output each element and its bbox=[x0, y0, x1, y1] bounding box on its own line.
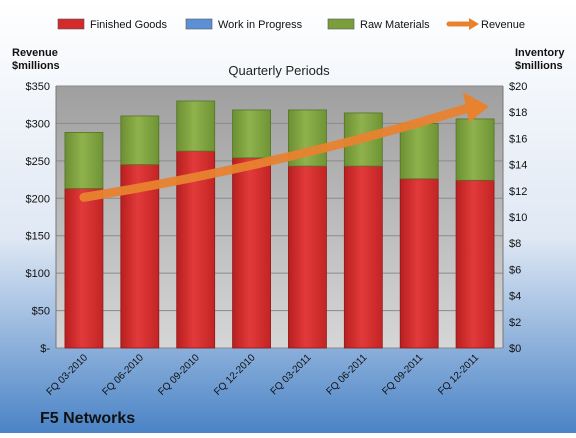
left-axis-title: Revenue $millions bbox=[12, 47, 61, 72]
legend-label: Revenue bbox=[481, 19, 525, 31]
trend-layer bbox=[79, 92, 490, 202]
right-axis-title-line-2: $millions bbox=[515, 60, 563, 72]
right-tick-label: $12 bbox=[509, 186, 527, 198]
left-axis: $- $50 $100 $150 $200 $250 $300 $350 bbox=[26, 81, 57, 355]
left-axis-title-line-1: Revenue bbox=[12, 47, 58, 59]
left-tick-label: $250 bbox=[26, 156, 50, 168]
left-tick-label: $100 bbox=[26, 268, 50, 280]
right-tick-label: $8 bbox=[509, 238, 521, 250]
legend-label: Raw Materials bbox=[360, 19, 430, 31]
right-tick-label: $16 bbox=[509, 133, 527, 145]
legend-swatch-revenue-head bbox=[469, 18, 479, 30]
right-tick-label: $2 bbox=[509, 317, 521, 329]
left-tick-label: $50 bbox=[32, 306, 50, 318]
bar-raw-materials bbox=[399, 123, 439, 180]
right-tick-label: $10 bbox=[509, 212, 527, 224]
left-axis-title-line-2: $millions bbox=[12, 60, 60, 72]
left-tick-label: $300 bbox=[26, 118, 50, 130]
revenue-trend-arrowhead bbox=[463, 92, 490, 123]
legend-swatch bbox=[185, 18, 213, 30]
legend-label: Finished Goods bbox=[90, 19, 168, 31]
right-tick-label: $14 bbox=[509, 160, 527, 172]
right-tick-label: $18 bbox=[509, 107, 527, 119]
bar-raw-materials bbox=[232, 109, 271, 159]
company-name: F5 Networks bbox=[40, 410, 135, 427]
right-tick-label: $20 bbox=[509, 81, 527, 93]
bar-finished-goods bbox=[343, 165, 383, 349]
legend-swatch bbox=[57, 18, 85, 30]
bar-finished-goods bbox=[232, 157, 271, 349]
legend: Finished Goods Work in Progress Raw Materi… bbox=[57, 18, 525, 31]
left-tick-label: $- bbox=[40, 343, 50, 355]
bar-raw-materials bbox=[176, 100, 216, 152]
right-axis-title: Inventory $millions bbox=[515, 47, 568, 72]
legend-label: Work in Progress bbox=[218, 19, 303, 31]
chart-title: Quarterly Periods bbox=[228, 63, 330, 78]
revenue-trend-line bbox=[79, 103, 472, 202]
bar-finished-goods bbox=[455, 179, 495, 349]
bar-finished-goods bbox=[399, 178, 439, 349]
bars-layer bbox=[64, 100, 495, 349]
legend-swatch bbox=[327, 18, 355, 30]
right-tick-label: $4 bbox=[509, 291, 521, 303]
right-tick-label: $0 bbox=[509, 343, 521, 355]
right-axis: $0 $2 $4 $6 $8 $10 $12 $14 $16 $18 $20 bbox=[502, 81, 527, 355]
left-tick-label: $350 bbox=[26, 81, 50, 93]
left-tick-label: $150 bbox=[26, 231, 50, 243]
bar-raw-materials bbox=[64, 132, 104, 189]
bar-finished-goods bbox=[120, 164, 160, 349]
right-axis-title-line-1: Inventory bbox=[515, 47, 565, 59]
bar-finished-goods bbox=[288, 165, 327, 349]
bar-raw-materials bbox=[455, 118, 495, 181]
bar-raw-materials bbox=[120, 115, 160, 165]
bar-finished-goods bbox=[64, 188, 104, 349]
right-tick-label: $6 bbox=[509, 264, 521, 276]
left-tick-label: $200 bbox=[26, 193, 50, 205]
